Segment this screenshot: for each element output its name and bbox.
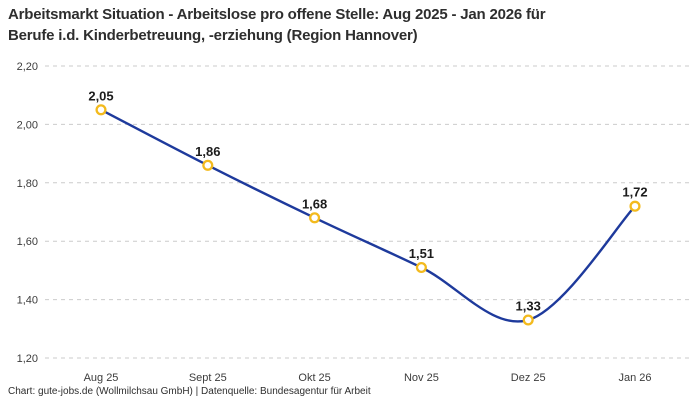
y-tick-label: 1,80 [17, 178, 38, 190]
data-point-marker [309, 212, 321, 224]
y-tick-label: 2,20 [17, 61, 38, 73]
y-tick-label: 1,60 [17, 236, 38, 248]
chart-title: Arbeitsmarkt Situation - Arbeitslose pro… [8, 4, 546, 46]
x-tick-label: Sept 25 [189, 372, 227, 384]
trend-line [99, 108, 637, 323]
x-tick-label: Jan 26 [618, 372, 651, 384]
data-point-marker [629, 200, 641, 212]
data-point-marker [202, 159, 214, 171]
y-tick-label: 2,00 [17, 119, 38, 131]
x-tick-label: Dez 25 [511, 372, 546, 384]
data-point-label: 2,05 [88, 88, 113, 103]
x-tick-label: Nov 25 [404, 372, 439, 384]
data-point-label: 1,72 [622, 185, 647, 200]
x-tick-label: Aug 25 [84, 372, 119, 384]
data-point-label: 1,33 [516, 299, 541, 314]
data-point-marker [415, 261, 427, 274]
data-point-label: 1,68 [302, 196, 327, 211]
x-tick-label: Okt 25 [298, 372, 330, 384]
data-point-label: 1,51 [409, 246, 434, 261]
data-point-marker [95, 104, 107, 116]
chart-footer-credit: Chart: gute-jobs.de (Wollmilchsau GmbH) … [8, 386, 371, 397]
chart-title-line2: Berufe i.d. Kinderbetreuung, -erziehung … [8, 27, 418, 44]
chart-title-line1: Arbeitsmarkt Situation - Arbeitslose pro… [8, 6, 546, 23]
data-point-marker [522, 314, 534, 326]
data-point-label: 1,86 [195, 144, 220, 159]
y-tick-label: 1,40 [17, 295, 38, 307]
y-tick-label: 1,20 [17, 353, 38, 365]
